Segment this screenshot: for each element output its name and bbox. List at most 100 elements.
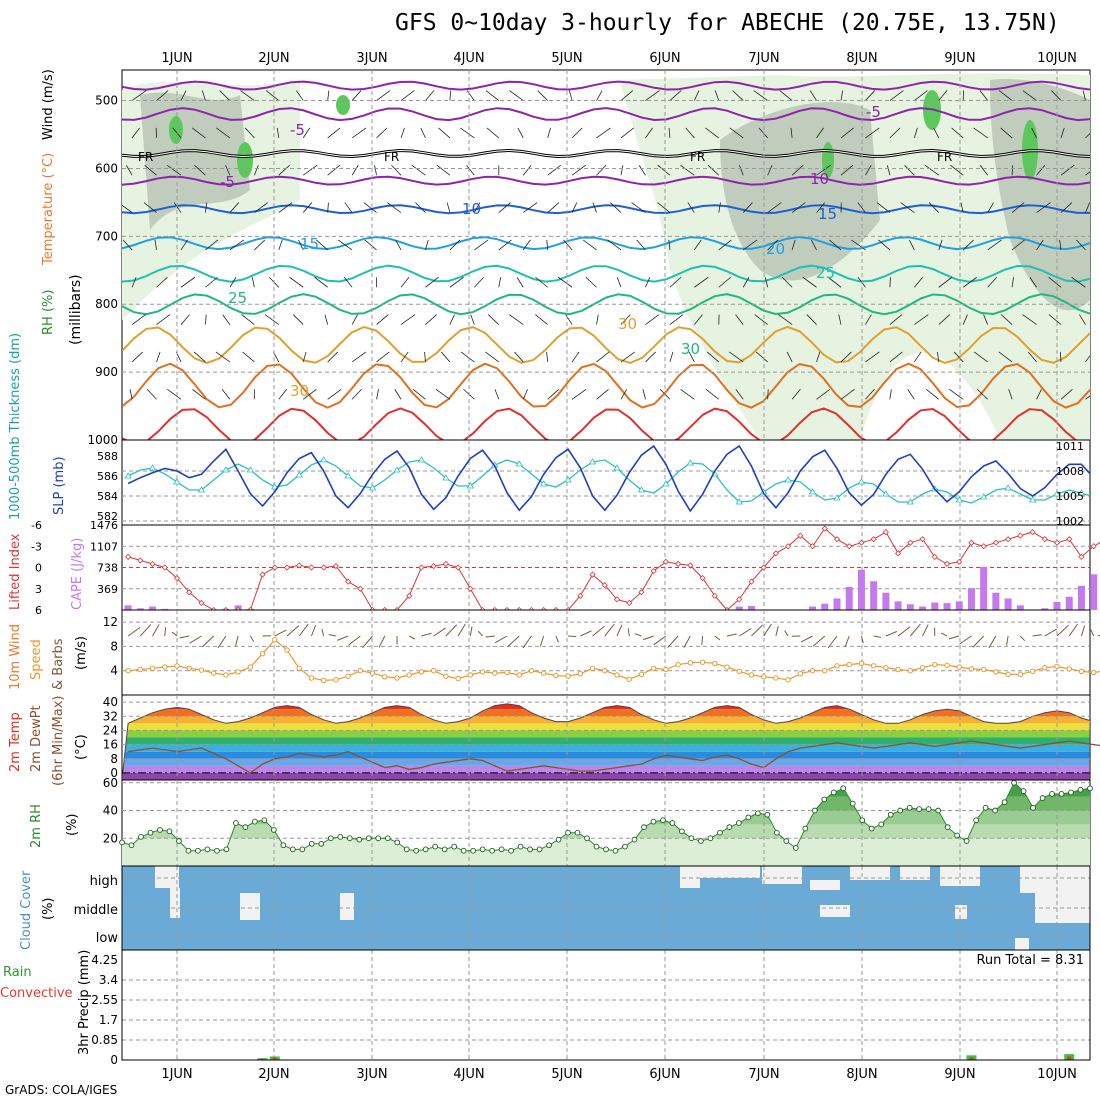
rh2m-point <box>764 811 771 818</box>
rh2m-point <box>660 817 666 824</box>
rh2m-point <box>356 836 363 843</box>
wind-barb <box>938 90 948 101</box>
wind-barb <box>296 90 304 101</box>
wind-barb <box>516 277 524 288</box>
wind-barb <box>302 164 318 176</box>
day-label-top: 8JUN <box>846 51 877 66</box>
wind-barb-10m <box>948 635 960 640</box>
wind-barb <box>729 127 744 139</box>
cape-bar <box>735 606 743 610</box>
wind-speed-line-point <box>785 677 791 683</box>
temp-unit-label: (°C) <box>74 734 89 760</box>
cape-tick: 1476 <box>90 519 118 532</box>
wind-barb <box>596 351 610 363</box>
wind-barb <box>225 165 231 176</box>
wind-barb-10m <box>522 635 532 649</box>
wind-barb-10m <box>348 635 361 646</box>
lifted-index-point <box>467 585 474 592</box>
wind-barb <box>156 276 168 288</box>
wind-barb <box>767 202 782 213</box>
wind-barb <box>688 351 695 363</box>
cloud-fraction <box>955 905 967 919</box>
cape-bar <box>967 588 975 610</box>
wind-barb <box>154 239 157 250</box>
wind-barb <box>786 351 793 363</box>
wind-barb <box>415 202 426 213</box>
wind-speed-line-point <box>797 671 804 677</box>
wind-barb <box>767 165 773 176</box>
pressure-tick: 800 <box>95 297 118 311</box>
wind-barb <box>486 127 500 139</box>
cloud-fraction <box>900 866 930 880</box>
wind-barb-10m <box>485 635 495 638</box>
wind-barb <box>193 351 206 363</box>
wind-barb <box>913 127 918 139</box>
wind-barb-10m <box>653 635 667 646</box>
wind-barb <box>302 351 307 363</box>
isotherm-10 <box>122 204 1090 215</box>
wind-barb-10m <box>321 628 325 637</box>
wind-speed-line-point <box>357 668 364 674</box>
wind-barb <box>687 202 695 213</box>
rh2m-point <box>688 835 695 842</box>
wind-speed-line-point <box>186 665 192 671</box>
lifted-index-point <box>785 543 792 550</box>
lifted-index-point <box>638 589 645 596</box>
wind-barb-10m <box>827 635 838 649</box>
freezing-label: FR <box>138 150 153 164</box>
wind-speed-line-point <box>675 661 681 668</box>
wind-barb <box>131 277 137 288</box>
wind-speed-line-point <box>1029 668 1036 675</box>
wind-barb <box>928 202 940 213</box>
wind-barb <box>425 239 429 251</box>
wind-barb <box>791 164 804 176</box>
isotherm-label: 25 <box>228 289 247 307</box>
wind-barb <box>180 314 190 325</box>
lifted-index-point <box>296 562 303 569</box>
wind-barb <box>460 127 475 139</box>
wind-barb <box>631 202 646 213</box>
li-tick: 0 <box>35 562 42 575</box>
wind-barb <box>1059 351 1062 362</box>
day-label-top: 9JUN <box>944 51 975 66</box>
temp-tick: 16 <box>103 738 118 752</box>
isotherm-label: 30 <box>618 315 637 333</box>
rh2m-point <box>717 829 723 836</box>
wind-barb <box>840 164 854 176</box>
wind-barb <box>1096 240 1100 250</box>
wind-barb <box>460 351 475 363</box>
rh2m-point <box>906 804 913 811</box>
slp-tick: 1011 <box>1056 440 1084 453</box>
rh2m-point <box>299 846 306 853</box>
rh2m-point <box>612 847 619 854</box>
wind-barb <box>778 314 793 325</box>
wind-barb <box>302 127 311 139</box>
rh2m-point <box>318 840 325 847</box>
cape-bar <box>1004 598 1012 610</box>
wind-barb <box>645 90 660 101</box>
wind-barb <box>596 164 607 176</box>
cloud-fraction <box>1015 938 1029 950</box>
cape-bar <box>124 605 132 610</box>
cloud-fraction <box>850 866 890 880</box>
wind-barb <box>802 276 817 288</box>
rh2m-point <box>574 829 581 836</box>
wind-barb <box>395 239 402 251</box>
lifted-index-point <box>1090 543 1097 550</box>
lifted-index-point <box>809 543 816 550</box>
wind-barb <box>680 164 695 176</box>
temp-band <box>122 709 1090 717</box>
isotherm-minus-5-upper <box>122 107 1090 122</box>
wind-barb <box>1011 202 1025 213</box>
wind-barb <box>962 276 977 288</box>
wind10m-unit-label: (m/s) <box>74 636 89 670</box>
wind-barb-10m <box>507 635 520 648</box>
wind-barb <box>146 388 157 400</box>
wind-barb <box>938 314 951 325</box>
lifted-index-point <box>687 562 694 569</box>
wind-barb <box>680 388 695 400</box>
wind-barb <box>669 276 682 288</box>
wind-barb <box>424 351 426 362</box>
lifted-index-point <box>1053 539 1061 546</box>
wind-barb <box>878 239 891 251</box>
